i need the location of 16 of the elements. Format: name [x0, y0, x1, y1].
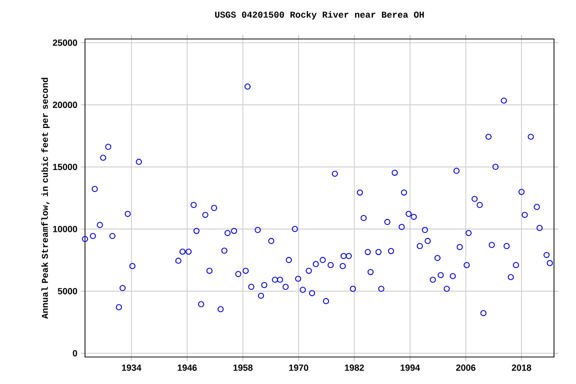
y-tick-label: 25000: [52, 40, 78, 46]
y-tick-label: 15000: [53, 164, 78, 170]
y-tick-label: 20000: [52, 102, 78, 108]
x-tick-label: 1970: [289, 364, 308, 371]
x-tick-label: 1982: [344, 364, 364, 371]
y-tick-label: 5000: [58, 288, 78, 294]
y-tick-label: 0: [72, 350, 78, 356]
x-tick-label: 2006: [456, 364, 476, 371]
x-tick-label: 1946: [178, 364, 197, 371]
y-axis-title: Annual Peak Streamflow, in cubic feet per second: [41, 78, 50, 319]
x-tick-label: 1994: [400, 364, 420, 371]
x-tick-label: 1934: [122, 364, 142, 371]
x-tick-label: 1958: [233, 364, 253, 371]
x-tick-label: 2018: [512, 364, 532, 371]
y-tick-label: 10000: [53, 226, 78, 232]
chart-title: USGS 04201500 Rocky River near Berea OH: [215, 11, 424, 20]
